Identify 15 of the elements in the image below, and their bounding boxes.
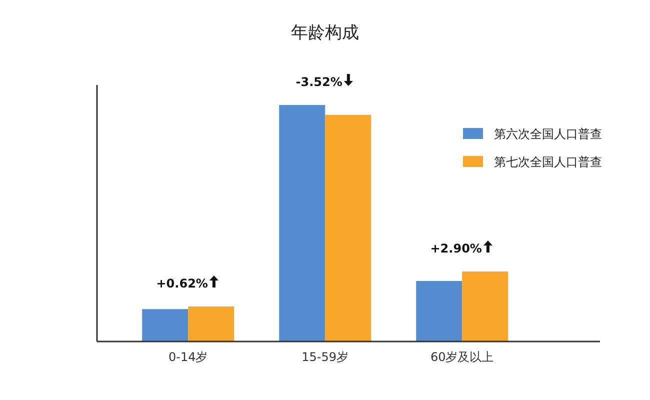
annotation: +0.62% bbox=[156, 276, 208, 290]
legend-label: 第七次全国人口普查 bbox=[494, 155, 602, 169]
annotation: +2.90% bbox=[430, 241, 482, 256]
bar bbox=[188, 306, 234, 342]
annotation: -3.52% bbox=[296, 75, 342, 89]
chart-title: 年龄构成 bbox=[291, 23, 359, 43]
x-tick-label: 60岁及以上 bbox=[430, 350, 494, 364]
bar bbox=[416, 280, 462, 342]
x-tick-label: 15-59岁 bbox=[302, 350, 349, 364]
x-tick-label: 0-14岁 bbox=[168, 350, 208, 364]
bar bbox=[279, 105, 326, 342]
bar bbox=[325, 114, 372, 342]
bar bbox=[462, 271, 508, 342]
bar bbox=[142, 309, 188, 342]
legend-label: 第六次全国人口普查 bbox=[494, 127, 602, 141]
